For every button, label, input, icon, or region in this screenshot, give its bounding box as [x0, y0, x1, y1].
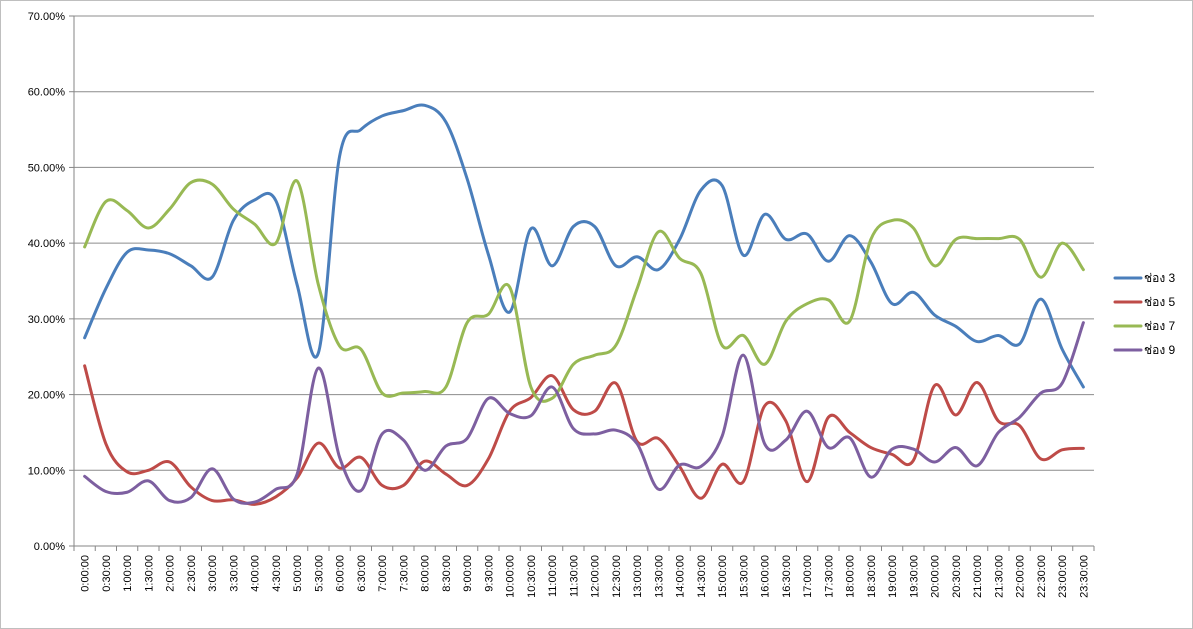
x-tick-label: 9:30:00 [483, 555, 495, 592]
legend-label: ช่อง 5 [1144, 295, 1176, 309]
x-tick-label: 1:00:00 [122, 555, 134, 592]
x-tick-label: 4:00:00 [250, 555, 262, 592]
x-tick-label: 6:00:00 [335, 555, 347, 592]
series-line-4 [83, 321, 1085, 505]
y-tick-label: 40.00% [28, 238, 66, 250]
gridlines [74, 15, 1094, 471]
x-axis: 0:00:00 0:30:00 1:00:00 1:30:00 2:00:00 2:30:… [73, 545, 1095, 598]
x-tick-label: 19:30:00 [908, 555, 920, 598]
x-tick-label: 13:30:00 [653, 555, 665, 598]
x-tick-label: 7:00:00 [377, 555, 389, 592]
y-tick-label: 60.00% [28, 87, 66, 99]
x-tick-label: 15:30:00 [738, 555, 750, 598]
x-tick-label: 12:30:00 [611, 555, 623, 598]
x-tick-label: 2:30:00 [186, 555, 198, 592]
x-tick-label: 2:00:00 [165, 555, 177, 592]
x-tick-label: 15:00:00 [717, 555, 729, 598]
x-tick-label: 22:30:00 [1036, 555, 1048, 598]
x-tick-label: 22:00:00 [1015, 555, 1027, 598]
x-tick-label: 19:00:00 [887, 555, 899, 598]
x-tick-label: 13:00:00 [632, 555, 644, 598]
legend-label: ช่อง 3 [1144, 271, 1176, 285]
x-tick-label: 8:00:00 [420, 555, 432, 592]
x-tick-label: 20:00:00 [930, 555, 942, 598]
x-tick-label: 16:30:00 [781, 555, 793, 598]
x-tick-label: 8:30:00 [441, 555, 453, 592]
x-tick-label: 17:30:00 [823, 555, 835, 598]
y-tick-label: 10.00% [28, 465, 66, 477]
x-tick-label: 23:30:00 [1078, 555, 1090, 598]
series-line-1 [83, 103, 1085, 389]
x-tick-label: 9:00:00 [462, 555, 474, 592]
x-tick-label: 18:00:00 [845, 555, 857, 598]
x-tick-label: 11:00:00 [547, 555, 559, 597]
y-axis: 0.00% 10.00% 20.00% 30.00% 40.00% 50.00% 60.00… [28, 11, 75, 553]
x-tick-label: 7:30:00 [398, 555, 410, 592]
x-tick-label: 1:30:00 [143, 555, 155, 592]
legend: ช่อง 3 ช่อง 5 ช่อง 7 ช่อง 9 [1113, 271, 1176, 357]
x-tick-label: 21:00:00 [972, 555, 984, 598]
x-tick-label: 10:30:00 [526, 555, 538, 598]
x-tick-label: 18:30:00 [866, 555, 878, 598]
x-tick-label: 20:30:00 [951, 555, 963, 598]
x-tick-label: 5:30:00 [313, 555, 325, 592]
x-tick-label: 3:30:00 [228, 555, 240, 592]
legend-label: ช่อง 7 [1144, 319, 1176, 333]
x-tick-label: 4:30:00 [271, 555, 283, 592]
x-tick-label: 11:30:00 [568, 555, 580, 597]
x-tick-label: 17:00:00 [802, 555, 814, 598]
y-tick-label: 0.00% [34, 541, 65, 553]
x-tick-label: 5:00:00 [292, 555, 304, 592]
legend-label: ช่อง 9 [1144, 343, 1176, 357]
x-tick-label: 6:30:00 [356, 555, 368, 592]
y-tick-label: 30.00% [28, 314, 66, 326]
y-tick-label: 50.00% [28, 162, 66, 174]
x-tick-label: 14:00:00 [675, 555, 687, 598]
x-tick-label: 3:00:00 [207, 555, 219, 592]
x-tick-label: 16:00:00 [760, 555, 772, 598]
y-tick-label: 20.00% [28, 390, 66, 402]
x-tick-label: 0:30:00 [101, 555, 113, 592]
series-lines [83, 103, 1085, 506]
x-tick-label: 14:30:00 [696, 555, 708, 598]
x-tick-label: 23:00:00 [1057, 555, 1069, 598]
series-line-3 [83, 178, 1085, 403]
x-tick-label: 21:30:00 [993, 555, 1005, 598]
x-tick-label: 0:00:00 [80, 555, 92, 592]
y-tick-label: 70.00% [28, 11, 66, 23]
x-tick-label: 10:00:00 [505, 555, 517, 598]
x-tick-label: 12:00:00 [590, 555, 602, 598]
